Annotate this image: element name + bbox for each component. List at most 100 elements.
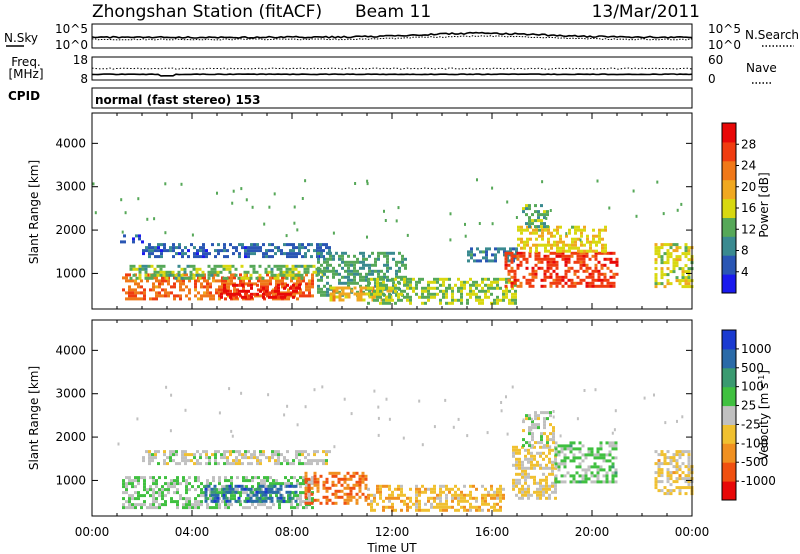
power-cell bbox=[678, 255, 682, 259]
power-cell bbox=[144, 276, 148, 280]
power-cell bbox=[532, 243, 535, 247]
power-cell bbox=[180, 267, 184, 271]
power-cell bbox=[525, 207, 528, 211]
velocity-cell bbox=[311, 497, 314, 501]
power-cell bbox=[522, 254, 526, 258]
power-cell bbox=[511, 295, 514, 299]
power-cell bbox=[305, 294, 308, 298]
velocity-cell bbox=[270, 499, 274, 503]
station-title: Zhongshan Station (fitACF) bbox=[92, 2, 322, 22]
velocity-cell bbox=[279, 499, 283, 503]
velocity-cell bbox=[322, 495, 326, 499]
power-cell bbox=[433, 292, 436, 296]
power-cell bbox=[403, 295, 406, 299]
power-cell bbox=[537, 257, 541, 261]
velocity-cell bbox=[279, 484, 283, 488]
power-cell bbox=[549, 266, 553, 270]
power-cell bbox=[238, 252, 241, 256]
velocity-cell bbox=[518, 451, 521, 455]
velocity-cells bbox=[117, 385, 694, 512]
velocity-cell bbox=[245, 497, 248, 501]
velocity-cell bbox=[184, 459, 187, 463]
power-cell bbox=[176, 279, 179, 283]
velocity-cell bbox=[286, 450, 289, 454]
power-cell bbox=[228, 264, 232, 268]
power-cell bbox=[377, 272, 380, 276]
power-cell bbox=[516, 263, 520, 267]
power-cell bbox=[478, 298, 481, 302]
power-cell bbox=[209, 291, 212, 295]
velocity-cell bbox=[666, 456, 670, 460]
power-cell bbox=[583, 243, 586, 247]
velocity-cell bbox=[243, 499, 247, 503]
velocity-cell bbox=[543, 411, 546, 415]
velocity-cell bbox=[188, 500, 191, 504]
power-cell bbox=[379, 286, 382, 290]
power-cell bbox=[504, 257, 508, 261]
power-cell bbox=[558, 251, 562, 255]
power-cell bbox=[265, 289, 268, 293]
power-cell bbox=[531, 278, 535, 282]
power-cell bbox=[317, 284, 320, 288]
power-cell bbox=[528, 254, 532, 258]
power-cell bbox=[182, 279, 185, 283]
velocity-cell bbox=[421, 484, 424, 488]
velocity-cell bbox=[681, 471, 685, 475]
velocity-cell bbox=[269, 494, 272, 498]
velocity-cell bbox=[675, 462, 679, 466]
power-cell bbox=[193, 252, 196, 256]
velocity-cell bbox=[654, 471, 658, 475]
power-cell bbox=[582, 263, 586, 267]
velocity-cell bbox=[521, 466, 524, 470]
power-cell bbox=[598, 228, 601, 232]
power-cell bbox=[502, 295, 505, 299]
power-cell bbox=[262, 243, 265, 247]
power-cell bbox=[564, 269, 568, 273]
velocity-cell bbox=[228, 487, 232, 491]
velocity-cell bbox=[672, 453, 676, 457]
velocity-cell bbox=[518, 490, 521, 494]
velocity-cell bbox=[218, 488, 221, 492]
velocity-cell bbox=[542, 466, 545, 470]
power-cell bbox=[229, 292, 232, 296]
velocity-cell bbox=[528, 417, 531, 421]
velocity-cell bbox=[587, 450, 591, 454]
power-cell bbox=[463, 280, 466, 284]
velocity-cell bbox=[590, 450, 594, 454]
velocity-cell bbox=[481, 508, 484, 512]
power-cell bbox=[134, 297, 137, 301]
velocity-cell bbox=[264, 496, 268, 500]
power-cell bbox=[564, 275, 568, 279]
velocity-cell bbox=[543, 444, 546, 448]
velocity-cell bbox=[678, 492, 682, 496]
power-cell bbox=[591, 272, 595, 276]
power-cell bbox=[487, 277, 490, 281]
power-cell bbox=[212, 294, 215, 298]
velocity-cell bbox=[687, 477, 691, 481]
velocity-cell bbox=[204, 496, 208, 500]
power-cell bbox=[265, 286, 268, 290]
velocity-cell bbox=[475, 499, 478, 503]
power-cell bbox=[268, 243, 271, 247]
velocity-cell bbox=[569, 459, 573, 463]
power-cell bbox=[439, 277, 442, 281]
power-cell bbox=[397, 298, 400, 302]
velocity-cell bbox=[296, 497, 299, 501]
velocity-cell bbox=[560, 462, 564, 466]
velocity-cell bbox=[614, 468, 618, 472]
velocity-cell bbox=[244, 450, 247, 454]
power-cell bbox=[160, 252, 163, 256]
velocity-cell bbox=[295, 450, 298, 454]
velocity-cell bbox=[208, 456, 211, 460]
power-cell bbox=[374, 281, 377, 285]
velocity-cell bbox=[223, 456, 226, 460]
power-cell bbox=[684, 255, 688, 259]
velocity-cell bbox=[176, 482, 179, 486]
nsearch-line bbox=[92, 35, 693, 41]
power-cell bbox=[125, 291, 128, 295]
velocity-cell bbox=[681, 486, 685, 490]
power-cell bbox=[666, 279, 670, 283]
power-cell bbox=[579, 260, 583, 264]
power-cell bbox=[145, 249, 148, 253]
power-cell bbox=[223, 255, 226, 259]
